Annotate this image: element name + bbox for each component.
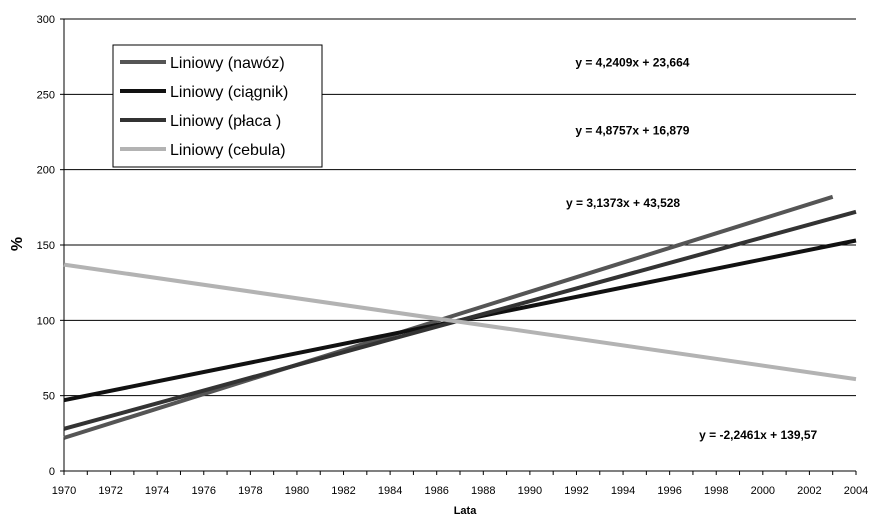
legend-box	[112, 44, 323, 168]
legend-label: Liniowy (cebula)	[170, 142, 286, 159]
equation-label: y = 4,8757x + 16,879	[575, 123, 689, 137]
equation-annotations: y = 4,2409x + 23,664 y = 4,8757x + 16,879…	[566, 56, 818, 442]
x-tick-label: 1984	[378, 485, 402, 497]
y-tick-label: 100	[37, 315, 55, 327]
x-axis-title: Lata	[454, 505, 478, 517]
series-lines	[63, 194, 857, 440]
x-tick-label: 1980	[285, 485, 309, 497]
x-tick-labels: 1970 1972 1974 1976 1978 1980 1982 1984 1986 1988…	[52, 485, 868, 497]
equation-label: y = -2,2461x + 139,57	[699, 428, 817, 442]
legend: Liniowy (nawóz) Liniowy (ciągnik) Liniowy …	[112, 44, 323, 168]
x-tick-label: 1990	[518, 485, 542, 497]
x-tick-label: 1976	[192, 485, 216, 497]
y-tick-label: 0	[49, 466, 55, 478]
x-tick-label: 2004	[844, 485, 868, 497]
x-tick-label: 1972	[98, 485, 122, 497]
series-line	[63, 194, 834, 440]
y-tick-label: 150	[37, 240, 55, 252]
y-tick-label: 300	[37, 14, 55, 26]
x-tick-label: 1978	[238, 485, 262, 497]
series-line	[63, 262, 857, 382]
x-tick-label: 1996	[657, 485, 681, 497]
x-tick-label: 1982	[331, 485, 355, 497]
x-tick-label: 1988	[471, 485, 495, 497]
y-axis-title: %	[9, 237, 26, 251]
axes	[60, 18, 857, 475]
legend-label: Liniowy (płaca )	[170, 113, 281, 130]
legend-label: Liniowy (nawóz)	[170, 55, 285, 72]
x-tick-label: 2000	[751, 485, 775, 497]
equation-label: y = 3,1373x + 43,528	[566, 196, 680, 210]
equation-label: y = 4,2409x + 23,664	[575, 56, 689, 70]
y-tick-label: 50	[43, 391, 55, 403]
x-tick-label: 1998	[704, 485, 728, 497]
y-tick-label: 200	[37, 165, 55, 177]
x-tick-label: 1992	[564, 485, 588, 497]
x-tick-label: 1970	[52, 485, 76, 497]
y-tick-labels: 0 50 100 150 200 250 300	[37, 14, 55, 478]
x-tick-label: 2002	[797, 485, 821, 497]
x-tick-label: 1994	[611, 485, 635, 497]
x-tick-label: 1974	[145, 485, 169, 497]
x-tick-label: 1986	[424, 485, 448, 497]
legend-label: Liniowy (ciągnik)	[170, 84, 288, 101]
y-tick-label: 250	[37, 89, 55, 101]
